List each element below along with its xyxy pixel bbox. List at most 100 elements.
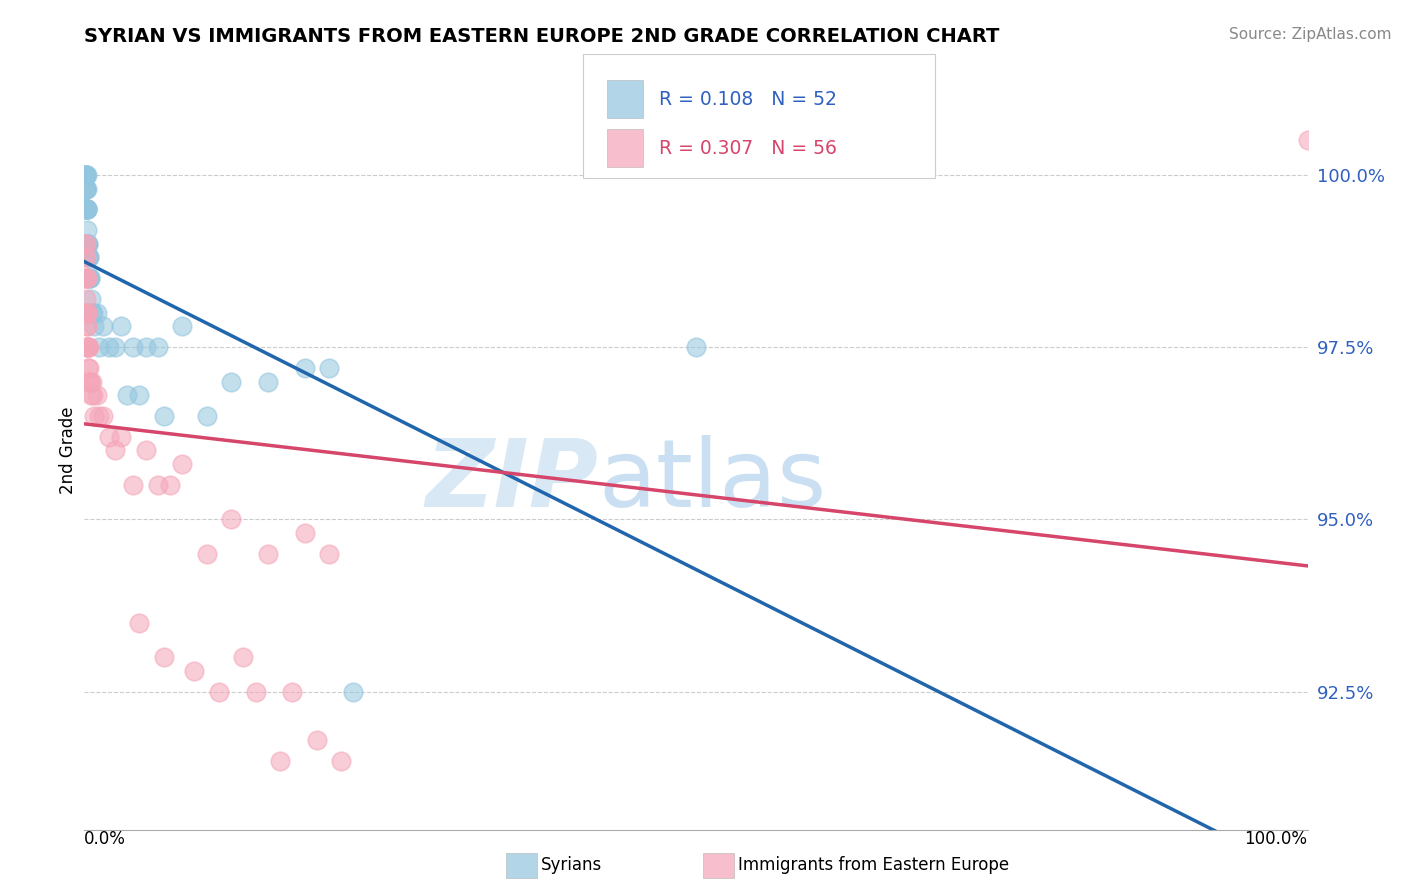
Point bbox=[75, 271, 97, 285]
Point bbox=[77, 360, 100, 375]
Point bbox=[75, 271, 97, 285]
Point bbox=[79, 271, 101, 285]
Point bbox=[76, 236, 98, 251]
Point bbox=[80, 388, 103, 402]
Point bbox=[257, 375, 280, 389]
Point bbox=[75, 202, 97, 217]
Point bbox=[104, 443, 127, 458]
Point bbox=[75, 251, 97, 265]
Point bbox=[76, 202, 98, 217]
Text: 0.0%: 0.0% bbox=[84, 830, 127, 847]
Point bbox=[87, 409, 110, 423]
Point bbox=[75, 292, 97, 306]
Y-axis label: 2nd Grade: 2nd Grade bbox=[59, 407, 77, 494]
Point bbox=[76, 305, 98, 319]
Point bbox=[83, 319, 105, 334]
Point bbox=[91, 409, 114, 423]
Point bbox=[86, 305, 108, 319]
Point bbox=[76, 181, 98, 195]
Text: Syrians: Syrians bbox=[541, 856, 603, 874]
Point bbox=[257, 547, 280, 561]
Point bbox=[79, 375, 101, 389]
Point bbox=[75, 271, 97, 285]
Point bbox=[76, 236, 98, 251]
Point bbox=[73, 236, 96, 251]
Point bbox=[122, 340, 145, 354]
Point bbox=[318, 360, 340, 375]
Point bbox=[146, 478, 169, 492]
Point bbox=[76, 319, 98, 334]
Point bbox=[76, 319, 98, 334]
Point bbox=[76, 340, 98, 354]
Point bbox=[153, 409, 176, 423]
Point bbox=[97, 340, 120, 354]
Point bbox=[97, 430, 120, 444]
Point bbox=[75, 202, 97, 217]
Point bbox=[195, 409, 218, 423]
Point bbox=[294, 526, 316, 541]
Point bbox=[76, 340, 98, 354]
Point bbox=[73, 168, 96, 182]
Point bbox=[104, 340, 127, 354]
Point bbox=[110, 319, 132, 334]
Point bbox=[87, 340, 110, 354]
Point bbox=[75, 181, 97, 195]
Point bbox=[91, 319, 114, 334]
Point bbox=[82, 305, 104, 319]
Point bbox=[76, 340, 98, 354]
Point bbox=[76, 202, 98, 217]
Point bbox=[83, 409, 105, 423]
Point bbox=[294, 360, 316, 375]
Point bbox=[77, 340, 100, 354]
Point bbox=[128, 388, 150, 402]
Point bbox=[318, 547, 340, 561]
Point bbox=[269, 754, 291, 768]
Point bbox=[77, 236, 100, 251]
Point bbox=[342, 684, 364, 698]
Point bbox=[115, 388, 138, 402]
Point bbox=[80, 305, 103, 319]
Point bbox=[75, 236, 97, 251]
Point bbox=[77, 251, 100, 265]
Point bbox=[76, 305, 98, 319]
Text: atlas: atlas bbox=[598, 434, 827, 527]
Point bbox=[76, 305, 98, 319]
Point bbox=[128, 615, 150, 630]
Point bbox=[281, 684, 304, 698]
Text: ZIP: ZIP bbox=[425, 434, 598, 527]
Point bbox=[305, 733, 328, 747]
Point bbox=[1296, 133, 1319, 147]
Point bbox=[77, 251, 100, 265]
Point bbox=[80, 375, 103, 389]
Point bbox=[330, 754, 353, 768]
Point bbox=[86, 388, 108, 402]
Point bbox=[146, 340, 169, 354]
Point bbox=[110, 430, 132, 444]
Point bbox=[153, 650, 176, 665]
Point bbox=[75, 305, 97, 319]
Point bbox=[75, 202, 97, 217]
Point bbox=[76, 271, 98, 285]
Point bbox=[76, 202, 98, 217]
Point bbox=[76, 168, 98, 182]
Point bbox=[219, 512, 242, 526]
Point bbox=[172, 457, 194, 471]
Point bbox=[122, 478, 145, 492]
Point bbox=[245, 684, 267, 698]
Text: 100.0%: 100.0% bbox=[1244, 830, 1308, 847]
Point bbox=[76, 202, 98, 217]
Point bbox=[82, 388, 104, 402]
Point bbox=[77, 340, 100, 354]
Point bbox=[195, 547, 218, 561]
Point bbox=[172, 319, 194, 334]
Text: SYRIAN VS IMMIGRANTS FROM EASTERN EUROPE 2ND GRADE CORRELATION CHART: SYRIAN VS IMMIGRANTS FROM EASTERN EUROPE… bbox=[84, 27, 1000, 45]
Point bbox=[685, 340, 707, 354]
Point bbox=[75, 168, 97, 182]
Point bbox=[77, 360, 100, 375]
Text: Source: ZipAtlas.com: Source: ZipAtlas.com bbox=[1229, 27, 1392, 42]
Point bbox=[183, 664, 205, 678]
Point bbox=[75, 181, 97, 195]
Point bbox=[79, 375, 101, 389]
Point bbox=[232, 650, 254, 665]
Point bbox=[77, 251, 100, 265]
